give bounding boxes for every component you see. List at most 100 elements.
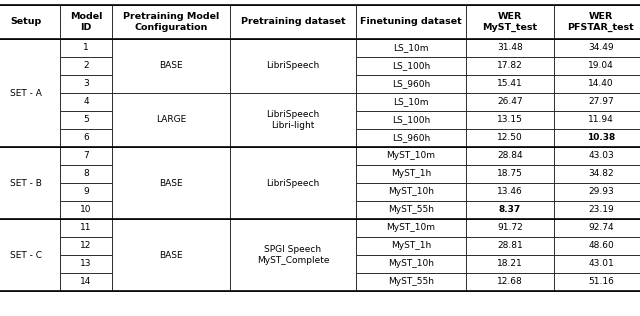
Text: MyST_55h: MyST_55h	[388, 205, 434, 215]
Text: MyST_10h: MyST_10h	[388, 187, 434, 197]
Text: 11.94: 11.94	[588, 116, 614, 125]
Text: 14: 14	[80, 277, 92, 287]
Bar	[60, 5, 112, 39]
Bar	[466, 237, 554, 255]
Text: 28.81: 28.81	[497, 241, 523, 251]
Text: 27.97: 27.97	[588, 98, 614, 106]
Text: 14.40: 14.40	[588, 80, 614, 88]
Bar	[554, 39, 640, 57]
Bar	[60, 165, 112, 183]
Text: MyST_10m: MyST_10m	[387, 151, 435, 161]
Text: 3: 3	[83, 80, 89, 88]
Bar	[112, 39, 230, 93]
Text: 51.16: 51.16	[588, 277, 614, 287]
Text: 12.50: 12.50	[497, 133, 523, 143]
Text: 29.93: 29.93	[588, 187, 614, 197]
Bar	[554, 219, 640, 237]
Bar	[112, 5, 230, 39]
Bar	[466, 273, 554, 291]
Text: 43.01: 43.01	[588, 259, 614, 269]
Bar	[60, 237, 112, 255]
Bar	[466, 39, 554, 57]
Text: LARGE: LARGE	[156, 116, 186, 125]
Bar	[60, 75, 112, 93]
Text: WER
MyST_test: WER MyST_test	[483, 12, 538, 32]
Bar	[356, 129, 466, 147]
Bar	[0, 39, 60, 147]
Bar	[554, 57, 640, 75]
Text: 23.19: 23.19	[588, 205, 614, 215]
Bar	[554, 75, 640, 93]
Text: LS_960h: LS_960h	[392, 133, 430, 143]
Text: 10: 10	[80, 205, 92, 215]
Bar	[466, 111, 554, 129]
Bar	[356, 39, 466, 57]
Text: 18.21: 18.21	[497, 259, 523, 269]
Bar	[356, 255, 466, 273]
Bar	[554, 129, 640, 147]
Text: 10.38: 10.38	[587, 133, 615, 143]
Text: 4: 4	[83, 98, 89, 106]
Bar	[356, 273, 466, 291]
Bar	[466, 93, 554, 111]
Text: 91.72: 91.72	[497, 223, 523, 233]
Text: LibriSpeech: LibriSpeech	[266, 62, 319, 70]
Text: LS_100h: LS_100h	[392, 62, 430, 70]
Text: LS_960h: LS_960h	[392, 80, 430, 88]
Bar	[230, 39, 356, 93]
Text: Setup: Setup	[10, 17, 42, 27]
Bar	[356, 165, 466, 183]
Bar	[60, 111, 112, 129]
Text: SET - C: SET - C	[10, 251, 42, 259]
Text: LibriSpeech
Libri-light: LibriSpeech Libri-light	[266, 110, 319, 130]
Bar	[554, 147, 640, 165]
Text: 5: 5	[83, 116, 89, 125]
Text: BASE: BASE	[159, 251, 183, 259]
Text: 43.03: 43.03	[588, 151, 614, 161]
Bar	[554, 273, 640, 291]
Text: SET - B: SET - B	[10, 179, 42, 187]
Text: LS_10m: LS_10m	[393, 44, 429, 52]
Bar	[356, 93, 466, 111]
Bar	[60, 129, 112, 147]
Bar	[466, 201, 554, 219]
Text: BASE: BASE	[159, 62, 183, 70]
Text: MyST_1h: MyST_1h	[391, 169, 431, 179]
Bar	[554, 93, 640, 111]
Text: 34.82: 34.82	[588, 169, 614, 179]
Text: LibriSpeech: LibriSpeech	[266, 179, 319, 187]
Bar	[554, 237, 640, 255]
Bar	[554, 111, 640, 129]
Bar	[554, 183, 640, 201]
Bar	[60, 183, 112, 201]
Text: Finetuning dataset: Finetuning dataset	[360, 17, 462, 27]
Bar	[112, 147, 230, 219]
Bar	[466, 129, 554, 147]
Bar	[60, 39, 112, 57]
Text: 13.15: 13.15	[497, 116, 523, 125]
Text: MyST_10h: MyST_10h	[388, 259, 434, 269]
Text: 18.75: 18.75	[497, 169, 523, 179]
Bar	[466, 165, 554, 183]
Bar	[60, 147, 112, 165]
Text: 2: 2	[83, 62, 89, 70]
Bar	[466, 219, 554, 237]
Text: BASE: BASE	[159, 179, 183, 187]
Bar	[0, 147, 60, 219]
Bar	[466, 183, 554, 201]
Bar	[230, 5, 356, 39]
Bar	[112, 219, 230, 291]
Bar	[554, 255, 640, 273]
Text: 13.46: 13.46	[497, 187, 523, 197]
Bar	[230, 219, 356, 291]
Text: 8: 8	[83, 169, 89, 179]
Text: 8.37: 8.37	[499, 205, 521, 215]
Bar	[112, 93, 230, 147]
Text: SPGI Speech
MyST_Complete: SPGI Speech MyST_Complete	[257, 245, 329, 265]
Text: 7: 7	[83, 151, 89, 161]
Text: 17.82: 17.82	[497, 62, 523, 70]
Text: LS_100h: LS_100h	[392, 116, 430, 125]
Text: 1: 1	[83, 44, 89, 52]
Text: 6: 6	[83, 133, 89, 143]
Bar	[60, 201, 112, 219]
